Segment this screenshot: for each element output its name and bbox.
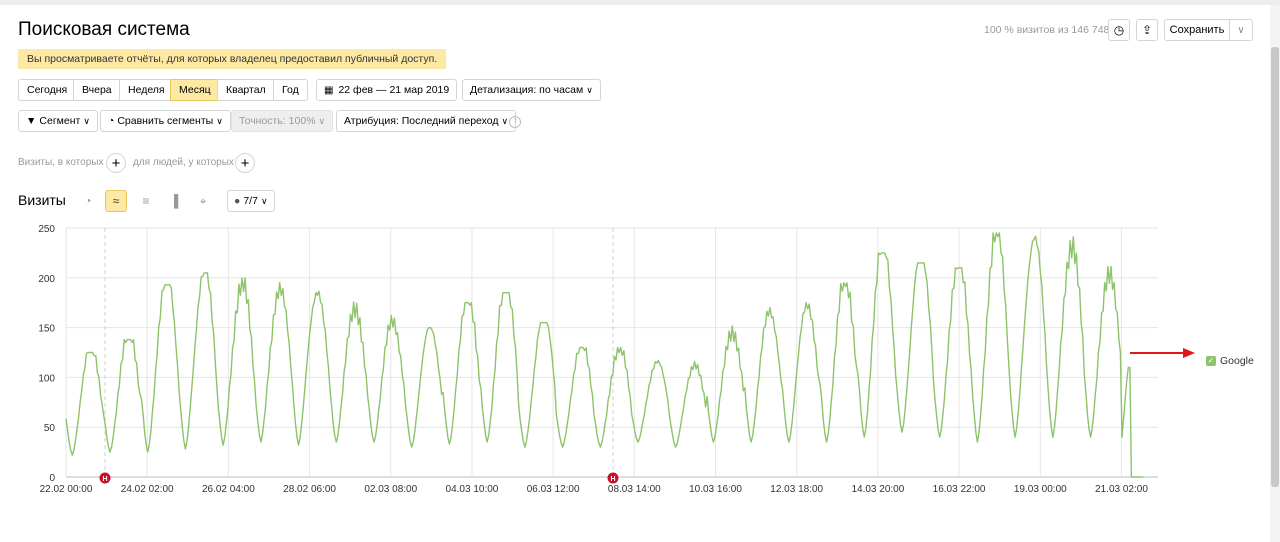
y-tick-label: 150 [38,324,55,335]
x-tick-label: 22.02 00:00 [40,484,93,495]
y-tick-label: 100 [38,373,55,384]
top-border [0,0,1280,5]
chevron-down-icon: ∨ [586,85,593,95]
period-week[interactable]: Неделя [119,79,174,101]
page-title: Поисковая система [18,19,190,40]
export-button[interactable]: ⇪ [1136,19,1158,41]
x-tick-label: 19.03 00:00 [1014,484,1067,495]
map-pin-icon: ⌖ [199,193,207,208]
date-range-button[interactable]: ▦ 22 фев — 21 мар 2019 [316,79,458,101]
funnel-icon: ▼ [26,115,37,127]
attribution-dropdown[interactable]: Атрибуция: Последний переход ∨ [336,110,517,132]
calendar-icon: ▦ [324,85,334,96]
help-icon[interactable]: ? [509,116,521,128]
visits-condition-label: Визиты, в которых [18,157,104,168]
map-button[interactable]: ⌖ [192,190,214,212]
attribution-label: Атрибуция: Последний переход [344,115,499,127]
x-tick-label: 12.03 18:00 [770,484,823,495]
plus-icon: + [240,154,250,172]
x-tick-label: 10.03 16:00 [689,484,742,495]
area-chart-button[interactable]: ≡ [135,190,157,212]
x-tick-label: 26.02 04:00 [202,484,255,495]
x-tick-label: 04.03 10:00 [446,484,499,495]
x-tick-label: 02.03 08:00 [364,484,417,495]
period-quarter[interactable]: Квартал [217,79,275,101]
chevron-down-icon: ∨ [260,196,268,206]
save-button[interactable]: Сохранить [1164,19,1230,41]
metrics-dropdown[interactable]: ● 7/7 ∨ [227,190,275,212]
add-people-condition-button[interactable]: + [235,153,255,173]
history-button[interactable]: ◷ [1108,19,1130,41]
plus-icon: + [111,154,121,172]
legend-label: Google [1220,355,1254,367]
scrollbar-thumb[interactable] [1271,47,1279,487]
scrollbar[interactable] [1270,5,1280,542]
pie-chart-button[interactable]: ◔ [77,190,99,212]
x-tick-label: 16.03 22:00 [933,484,986,495]
line-chart-button[interactable]: ≈ [105,190,127,212]
chevron-down-icon: ∨ [1237,24,1245,36]
x-tick-label: 28.02 06:00 [283,484,336,495]
holiday-marker-label: Н [102,476,107,483]
bar-chart-icon: ▐ [169,194,179,208]
holiday-marker [607,472,619,484]
chevron-down-icon: ∨ [216,116,223,126]
legend[interactable]: ✓ Google [1206,355,1254,367]
section-title: Визиты [18,192,66,208]
area-chart-icon: ≡ [142,194,150,208]
segment-dropdown[interactable]: ▼ Сегмент ∨ [18,110,98,132]
public-access-notice: Вы просматриваете отчёты, для которых вл… [18,49,447,69]
x-tick-label: 06.03 12:00 [527,484,580,495]
visits-line-chart: 0 50 100 150 200 250 22.02 00:00 24.02 02:00 26.… [38,224,1195,495]
compare-segments-dropdown[interactable]: ◔ Сравнить сегменты ∨ [100,110,231,132]
holiday-marker-label: Н [610,476,615,483]
clock-icon: ◷ [1113,23,1125,37]
upload-icon: ⇪ [1141,23,1153,37]
people-condition-label: для людей, у которых [133,157,234,168]
save-dropdown[interactable]: ∨ [1229,19,1253,41]
x-tick-label: 21.03 02:00 [1095,484,1148,495]
y-tick-label: 50 [44,423,56,434]
detail-label: Детализация: по часам [470,84,584,96]
checkbox-checked-icon[interactable]: ✓ [1206,356,1216,366]
compare-label: Сравнить сегменты [117,115,214,127]
period-yesterday[interactable]: Вчера [73,79,121,101]
y-tick-label: 250 [38,224,55,235]
compare-icon: ◔ [108,115,115,127]
accuracy-label: Точность: 100% [239,115,316,127]
date-range-label: 22 фев — 21 мар 2019 [338,84,450,96]
line-chart-icon: ≈ [112,194,120,208]
segment-label: Сегмент [39,115,81,127]
visits-percentage: 100 % визитов из 146 748 [984,24,1110,36]
annotation-arrow-head [1183,348,1195,358]
bar-chart-button[interactable]: ▐ [163,190,185,212]
holiday-marker [99,472,111,484]
add-visit-condition-button[interactable]: + [106,153,126,173]
y-tick-label: 0 [49,473,55,484]
speech-bubble-icon: ● [234,195,241,207]
accuracy-dropdown[interactable]: Точность: 100% ∨ [231,110,334,132]
chevron-down-icon: ∨ [318,116,326,126]
period-year[interactable]: Год [273,79,308,101]
pie-chart-icon: ◔ [84,194,92,208]
x-tick-label: 24.02 02:00 [121,484,174,495]
period-month[interactable]: Месяц [170,79,220,101]
detail-dropdown[interactable]: Детализация: по часам ∨ [462,79,601,101]
x-tick-label: 08.03 14:00 [608,484,661,495]
chevron-down-icon: ∨ [83,116,90,126]
metrics-count: 7/7 [243,195,258,207]
y-tick-label: 200 [38,274,55,285]
series-line-google [65,232,1144,478]
period-today[interactable]: Сегодня [18,79,77,101]
chevron-down-icon: ∨ [501,116,509,126]
x-tick-label: 14.03 20:00 [851,484,904,495]
